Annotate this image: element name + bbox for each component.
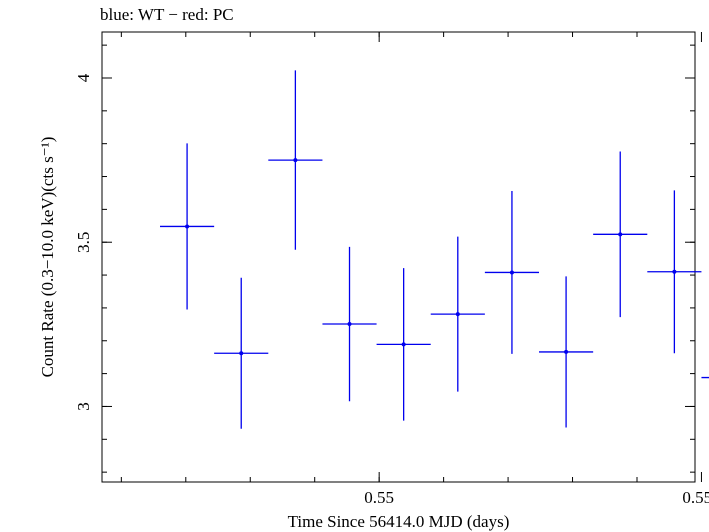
data-point: [672, 269, 677, 274]
y-axis-label: Count Rate (0.3−10.0 keV)(cts s⁻¹): [38, 137, 57, 378]
y-tick-label: 3: [74, 402, 93, 411]
data-point: [293, 158, 298, 163]
y-tick-label: 4: [74, 73, 93, 82]
data-point: [401, 342, 406, 347]
data-point: [618, 232, 623, 237]
data-point: [347, 322, 352, 327]
data-point: [564, 349, 569, 354]
data-point: [509, 270, 514, 275]
chart-title: blue: WT − red: PC: [100, 5, 234, 24]
x-tick-label: 0.55: [364, 488, 394, 507]
plot-frame: [101, 31, 696, 483]
y-tick-label: 3.5: [74, 232, 93, 253]
data-point: [455, 312, 460, 317]
data-point: [239, 351, 244, 356]
data-point: [185, 224, 190, 229]
x-tick-label: 0.555: [682, 488, 709, 507]
x-axis-label: Time Since 56414.0 MJD (days): [288, 512, 510, 531]
